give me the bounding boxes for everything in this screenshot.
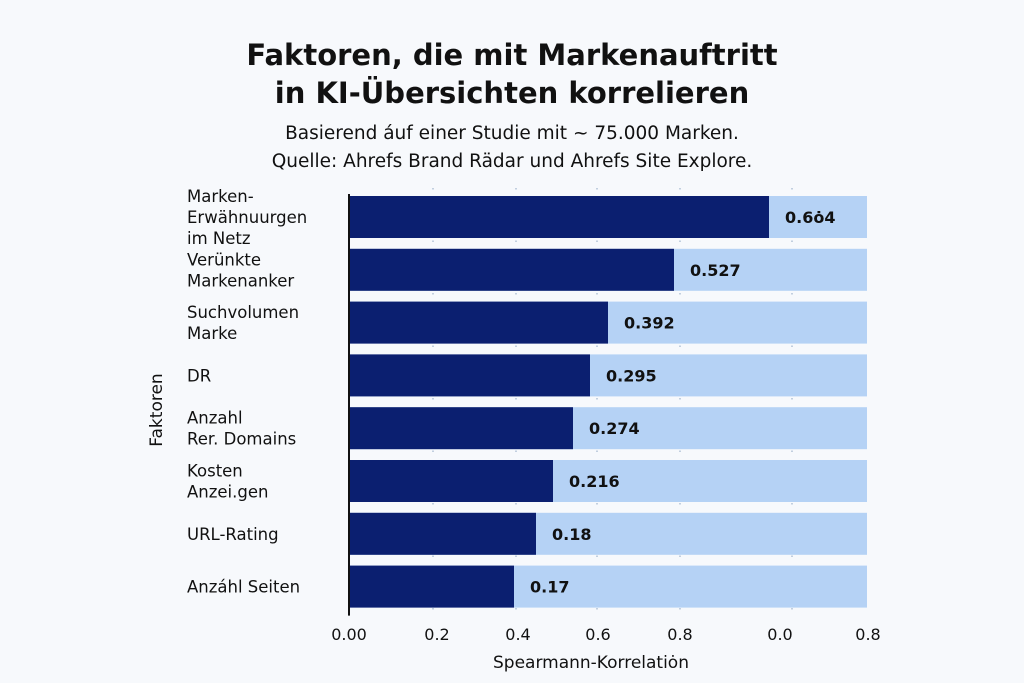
chart-title-line-1: Faktoren, die mit Markenauftritt xyxy=(246,38,778,72)
y-axis-title: Faktoren xyxy=(147,373,167,446)
chart-title-line-2: in KI-Übersichten korrelieren xyxy=(274,76,750,110)
x-tick-label: 0.6 xyxy=(585,625,610,644)
category-label: Anzahl Rer. Domains xyxy=(187,409,296,449)
category-label-line: im Netz xyxy=(187,229,251,248)
bar xyxy=(349,354,590,397)
category-label: Verünkte Markenanker xyxy=(187,250,294,290)
category-label-line: Kosten xyxy=(187,462,243,481)
category-label: DR xyxy=(187,366,211,385)
category-label-line: Erwähnuurgen xyxy=(187,208,307,227)
category-label: Anzáhl Seiten xyxy=(187,578,300,597)
data-label: 0.18 xyxy=(552,525,591,544)
category-labels: Marken- Erwähnuurgen im Netz Verünkte Marken… xyxy=(187,187,307,597)
category-label-line: Markenanker xyxy=(187,271,294,290)
bar xyxy=(349,301,608,344)
category-label-line: Rer. Domains xyxy=(187,430,296,449)
bar xyxy=(349,460,553,502)
category-label: Suchvolumen Marke xyxy=(187,303,299,343)
category-label-line: DR xyxy=(187,366,211,385)
data-label: 0.6ȯ4 xyxy=(785,208,835,227)
chart-subtitle-line-2: Quelle: Ahrefs Brand Rädar und Ahrefs Si… xyxy=(271,151,753,172)
x-tick-labels: 0.00 0.2 0.4 0.6 0.8 0.0 0.8 xyxy=(331,625,881,644)
category-label-line: Anzei.gen xyxy=(187,483,268,502)
x-tick-label: 0.4 xyxy=(505,625,530,644)
x-tick-label: 0.00 xyxy=(331,625,367,644)
bar xyxy=(349,512,536,555)
data-label: 0.274 xyxy=(589,419,640,438)
category-label-line: Anzahl xyxy=(187,409,243,428)
data-label: 0.295 xyxy=(606,366,657,385)
data-label: 0.392 xyxy=(624,314,675,333)
category-label-line: URL-Rating xyxy=(187,525,279,544)
category-label-line: Suchvolumen xyxy=(187,303,299,322)
chart-title: Faktoren, die mit Markenauftritt in KI-Ü… xyxy=(0,36,1024,112)
x-tick-label: 0.8 xyxy=(667,625,692,644)
bars: 0.6ȯ4 0.527 0.392 0.295 0.274 0.216 0.18 0.17 xyxy=(349,196,867,608)
category-label-line: Marken- xyxy=(187,187,254,206)
category-label-line: Anzáhl Seiten xyxy=(187,578,300,597)
bar xyxy=(349,565,514,608)
data-label: 0.216 xyxy=(569,472,620,491)
x-tick-label: 0.2 xyxy=(424,625,449,644)
bar xyxy=(349,248,674,291)
data-label: 0.527 xyxy=(690,261,741,280)
bar xyxy=(349,196,769,238)
category-label: Kosten Anzei.gen xyxy=(187,462,268,502)
x-axis-title: Spearmann-Korrelatiȯn xyxy=(493,653,689,673)
category-label-line: Verünkte xyxy=(187,250,261,269)
x-tick-label: 0.8 xyxy=(855,625,880,644)
category-label: URL-Rating xyxy=(187,525,279,544)
chart-subtitle: Basierend áuf einer Studie mit ~ 75.000 … xyxy=(0,120,1024,176)
category-label-line: Marke xyxy=(187,324,237,343)
bar xyxy=(349,407,573,450)
x-tick-label: 0.0 xyxy=(767,625,792,644)
category-label: Marken- Erwähnuurgen im Netz xyxy=(187,187,307,248)
chart-subtitle-line-1: Basierend áuf einer Studie mit ~ 75.000 … xyxy=(285,123,739,144)
data-label: 0.17 xyxy=(530,578,569,597)
